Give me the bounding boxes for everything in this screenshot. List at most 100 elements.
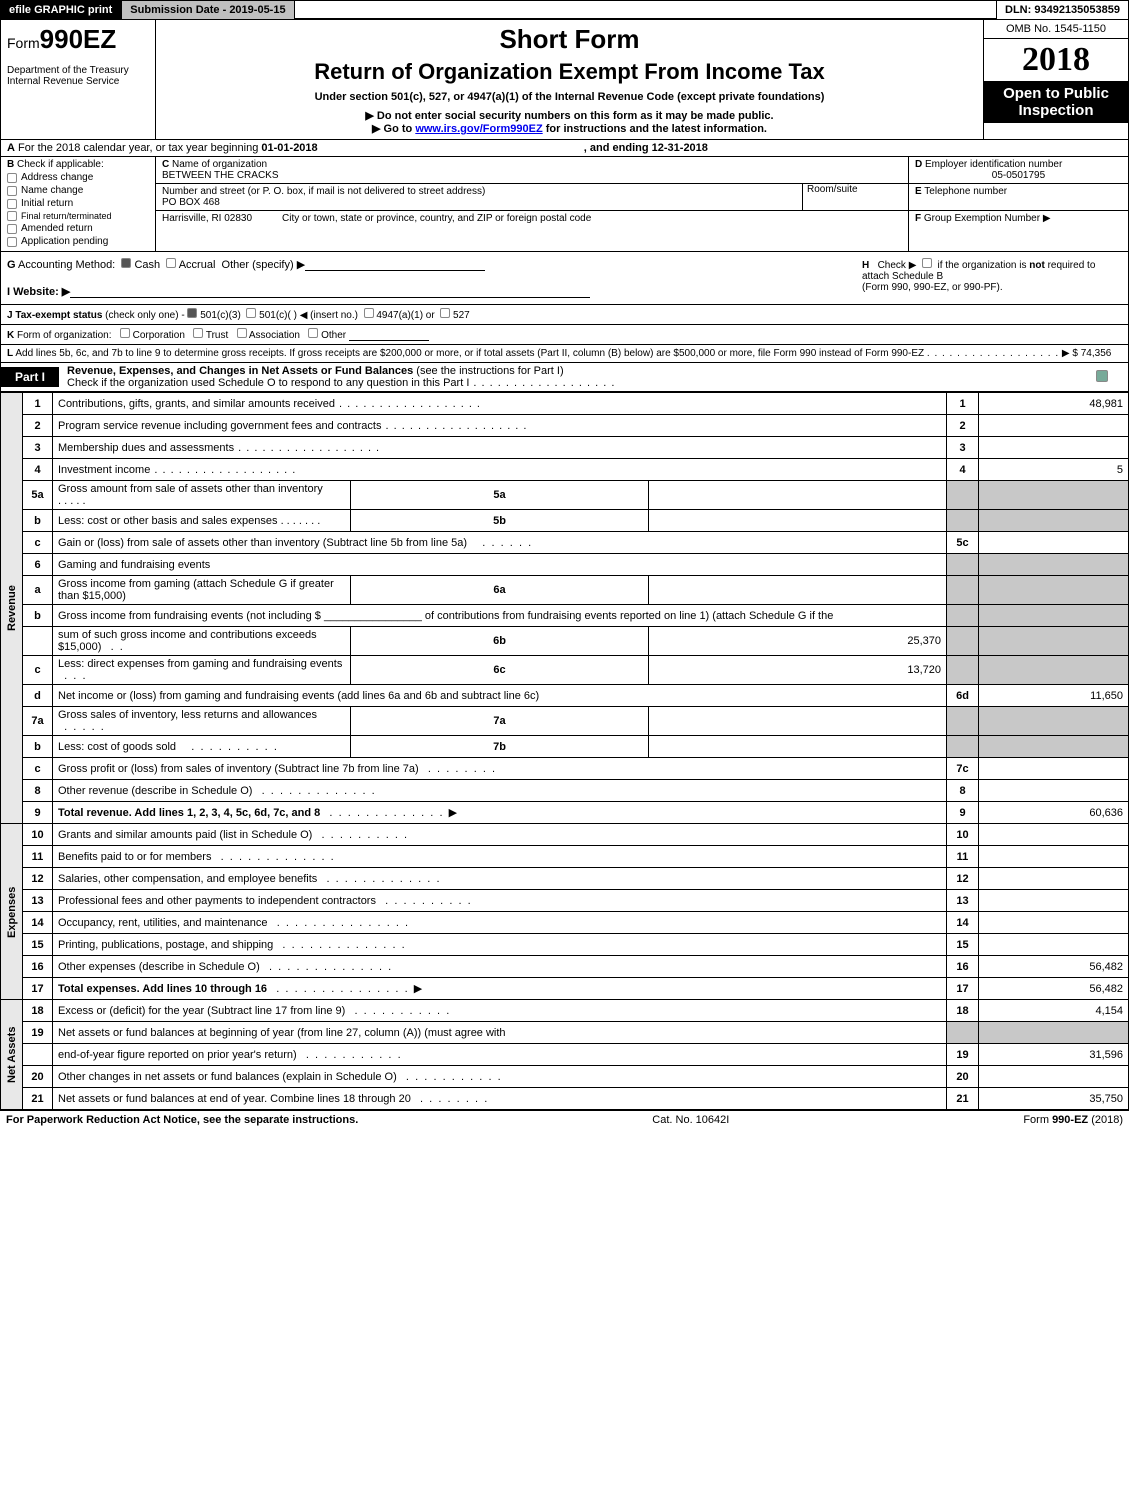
website-field[interactable]	[70, 286, 590, 298]
row-num: d	[23, 685, 53, 707]
amount-shaded	[979, 481, 1129, 510]
chk-final-return[interactable]: Final return/terminated	[7, 211, 149, 221]
table-row: 11 Benefits paid to or for members . . .…	[1, 846, 1129, 868]
amount	[979, 890, 1129, 912]
short-form-title: Short Form	[162, 24, 977, 55]
row-num: c	[23, 656, 53, 685]
row-desc: Gross income from gaming (attach Schedul…	[53, 576, 351, 605]
line-num: 6d	[947, 685, 979, 707]
part1-header: Part I Revenue, Expenses, and Changes in…	[0, 363, 1129, 392]
row-num: 1	[23, 393, 53, 415]
row-num: 20	[23, 1066, 53, 1088]
b-heading: Check if applicable:	[17, 159, 104, 170]
row-desc: Net assets or fund balances at end of ye…	[53, 1088, 947, 1110]
part1-label: Part I	[1, 367, 59, 387]
line-num: 7c	[947, 758, 979, 780]
chk-501c3[interactable]	[187, 308, 197, 318]
schedule-o-checkbox[interactable]	[1096, 370, 1108, 382]
row-num: b	[23, 736, 53, 758]
line-num: 1	[947, 393, 979, 415]
open-public: Open to Public Inspection	[984, 81, 1128, 123]
chk-other-org[interactable]	[308, 328, 318, 338]
chk-label: Application pending	[21, 236, 108, 247]
row-num: 9	[23, 802, 53, 824]
amount: 48,981	[979, 393, 1129, 415]
sub-amount	[649, 510, 947, 532]
dept-treasury: Department of the Treasury	[7, 65, 149, 76]
opt-corp: Corporation	[133, 330, 185, 341]
amount: 11,650	[979, 685, 1129, 707]
chk-application-pending[interactable]: Application pending	[7, 236, 149, 247]
opt-527: 527	[453, 310, 470, 321]
row-desc: Net income or (loss) from gaming and fun…	[53, 685, 947, 707]
f-arrow: ▶	[1043, 213, 1051, 224]
table-row: Net Assets 18 Excess or (deficit) for th…	[1, 1000, 1129, 1022]
efile-print-button[interactable]: efile GRAPHIC print	[0, 0, 121, 20]
chk-accrual[interactable]	[166, 258, 176, 268]
row-num: 16	[23, 956, 53, 978]
row-desc: Gross sales of inventory, less returns a…	[53, 707, 351, 736]
k-text: Form of organization:	[14, 330, 111, 341]
h-text4: (Form 990, 990-EZ, or 990-PF).	[862, 282, 1003, 293]
sub-line-num: 7a	[351, 707, 649, 736]
table-row: sum of such gross income and contributio…	[1, 627, 1129, 656]
irs-link[interactable]: www.irs.gov/Form990EZ	[415, 123, 542, 135]
other-specify-field[interactable]	[305, 259, 485, 271]
chk-initial-return[interactable]: Initial return	[7, 198, 149, 209]
chk-corp[interactable]	[120, 328, 130, 338]
table-row: a Gross income from gaming (attach Sched…	[1, 576, 1129, 605]
instr2-pre: ▶ Go to	[372, 123, 415, 135]
form-prefix: Form	[7, 35, 40, 51]
amount-shaded	[979, 736, 1129, 758]
tax-year: 2018	[984, 39, 1128, 81]
row-num: 21	[23, 1088, 53, 1110]
sub-line-num: 7b	[351, 736, 649, 758]
line-num: 20	[947, 1066, 979, 1088]
table-row: 16 Other expenses (describe in Schedule …	[1, 956, 1129, 978]
submission-date-button[interactable]: Submission Date - 2019-05-15	[121, 0, 294, 20]
checkbox-icon	[7, 199, 17, 209]
chk-527[interactable]	[440, 308, 450, 318]
checkbox-icon	[7, 173, 17, 183]
part1-title-suffix: (see the instructions for Part I)	[413, 365, 563, 377]
chk-501c[interactable]	[246, 308, 256, 318]
opt-other-org: Other	[321, 330, 346, 341]
line-num: 4	[947, 459, 979, 481]
j-detail: (check only one) -	[102, 310, 187, 321]
part1-title: Revenue, Expenses, and Changes in Net As…	[59, 363, 1092, 391]
table-row: 20 Other changes in net assets or fund b…	[1, 1066, 1129, 1088]
chk-assoc[interactable]	[237, 328, 247, 338]
line-num: 3	[947, 437, 979, 459]
table-row: 17 Total expenses. Add lines 10 through …	[1, 978, 1129, 1000]
row-desc: Less: cost or other basis and sales expe…	[53, 510, 351, 532]
city-row: Harrisville, RI 02830 City or town, stat…	[156, 211, 908, 251]
table-row: 12 Salaries, other compensation, and emp…	[1, 868, 1129, 890]
row-num: a	[23, 576, 53, 605]
row-desc: Gross income from fundraising events (no…	[53, 605, 947, 627]
chk-amended-return[interactable]: Amended return	[7, 223, 149, 234]
chk-4947[interactable]	[364, 308, 374, 318]
chk-cash[interactable]	[121, 258, 131, 268]
chk-h[interactable]	[922, 258, 932, 268]
table-row: 15 Printing, publications, postage, and …	[1, 934, 1129, 956]
other-org-field[interactable]	[349, 329, 429, 341]
chk-trust[interactable]	[193, 328, 203, 338]
table-row: 19 Net assets or fund balances at beginn…	[1, 1022, 1129, 1044]
line-num-shaded	[947, 554, 979, 576]
chk-address-change[interactable]: Address change	[7, 172, 149, 183]
table-row: d Net income or (loss) from gaming and f…	[1, 685, 1129, 707]
checkbox-icon	[7, 186, 17, 196]
h-not: not	[1029, 260, 1045, 271]
row-num: 3	[23, 437, 53, 459]
g-label: G	[7, 259, 16, 271]
chk-name-change[interactable]: Name change	[7, 185, 149, 196]
line-num-shaded	[947, 1022, 979, 1044]
row-desc: Total expenses. Add lines 10 through 16 …	[53, 978, 947, 1000]
amount-shaded	[979, 554, 1129, 576]
table-row: 5a Gross amount from sale of assets othe…	[1, 481, 1129, 510]
tax-year-end: 12-31-2018	[652, 142, 708, 154]
opt-assoc: Association	[249, 330, 300, 341]
footer-left: For Paperwork Reduction Act Notice, see …	[6, 1114, 358, 1126]
form-number-big: 990EZ	[40, 24, 117, 54]
i-label: I Website: ▶	[7, 286, 70, 298]
